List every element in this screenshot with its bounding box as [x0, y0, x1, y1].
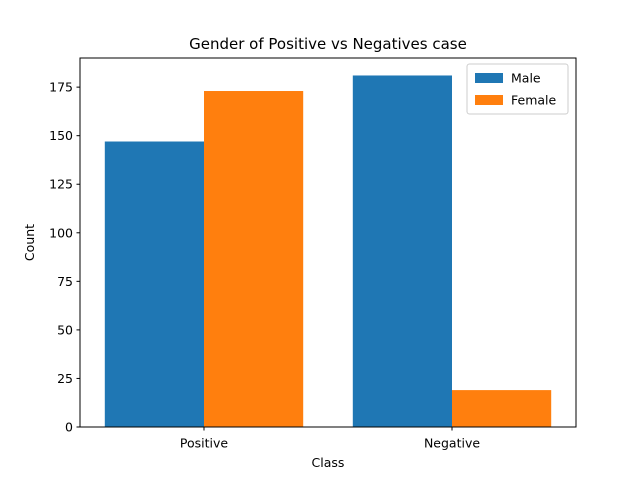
bar-female-positive: [204, 91, 304, 427]
y-tick-label: 100: [49, 225, 73, 240]
y-tick-label: 25: [57, 371, 73, 386]
bar-male-positive: [104, 141, 204, 427]
y-axis: 0 25 50 75 100 125 150 175: [49, 80, 80, 435]
y-tick-label: 125: [49, 177, 73, 192]
plot-frame: [79, 57, 577, 428]
x-tick-label: Positive: [180, 436, 228, 451]
y-tick-label: 175: [49, 80, 73, 95]
y-tick-label: 50: [57, 322, 73, 337]
legend-swatch-male: [475, 73, 503, 83]
legend-label-female: Female: [511, 93, 557, 108]
chart-title: Gender of Positive vs Negatives case: [189, 35, 467, 53]
legend-swatch-female: [475, 95, 503, 105]
bar-male-negative: [352, 75, 452, 428]
y-tick-label: 75: [57, 274, 73, 289]
y-axis-label: Count: [22, 224, 37, 261]
y-tick-label: 0: [65, 420, 73, 435]
x-axis-label: Class: [312, 455, 345, 470]
bar-female-negative: [452, 390, 552, 427]
x-axis: Positive Negative: [180, 427, 480, 451]
legend: Male Female: [466, 63, 569, 115]
y-tick-label: 150: [49, 128, 73, 143]
legend-label-male: Male: [511, 71, 541, 86]
x-tick-label: Negative: [424, 436, 480, 451]
bars-group: [104, 75, 552, 428]
